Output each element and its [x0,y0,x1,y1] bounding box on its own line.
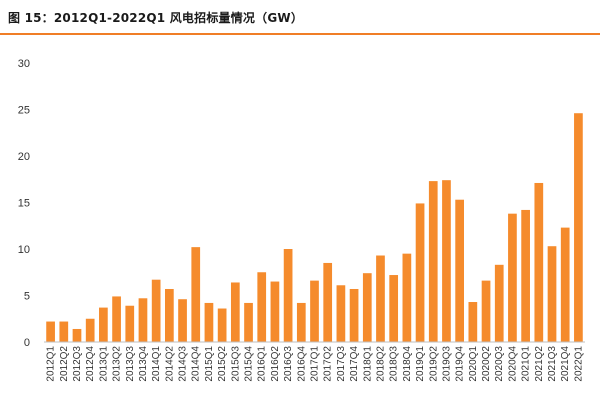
x-tick-label: 2017Q3 [336,346,347,382]
x-tick-label: 2021Q3 [547,346,558,382]
bar [455,199,464,342]
title-underline [0,33,600,35]
x-tick-label: 2022Q1 [573,346,584,382]
x-tick-label: 2020Q4 [507,346,518,382]
x-tick-label: 2018Q2 [375,346,386,382]
bar [402,253,412,342]
bar [138,298,148,342]
x-tick-label: 2018Q3 [389,346,400,382]
x-tick-label: 2014Q2 [164,346,175,382]
x-tick-label: 2016Q3 [283,346,294,382]
x-tick-label: 2013Q4 [138,346,149,382]
bar [46,321,55,342]
y-tick-label: 15 [18,198,30,210]
bar [85,318,95,342]
x-tick-label: 2015Q2 [217,346,228,382]
x-tick-label: 2015Q4 [244,346,255,382]
x-tick-label: 2014Q4 [191,346,202,382]
bar [112,296,121,342]
x-tick-label: 2019Q1 [415,346,426,382]
y-tick-label: 5 [24,291,30,303]
bar [296,302,306,342]
bar [534,182,544,342]
bar [442,180,451,342]
bar [389,275,399,342]
bar [468,302,478,342]
x-tick-label: 2021Q1 [521,346,532,382]
x-tick-label: 2015Q3 [230,346,241,382]
x-tick-label: 2020Q2 [481,346,492,382]
bar [310,280,319,342]
bar [59,321,69,342]
bar [547,246,557,342]
bar [362,273,372,342]
bar [99,307,108,342]
bar [191,247,201,342]
bar [151,279,161,342]
y-tick-label: 0 [24,337,30,349]
x-tick-label: 2016Q1 [257,346,268,382]
y-tick-label: 25 [18,105,30,117]
bar [125,305,135,342]
x-tick-label: 2016Q2 [270,346,281,382]
x-tick-label: 2012Q3 [72,346,83,382]
bar [283,249,293,342]
x-tick-label: 2019Q4 [455,346,466,382]
x-tick-label: 2012Q1 [46,346,57,382]
bar [270,281,280,342]
x-tick-label: 2020Q3 [494,346,505,382]
x-tick-label: 2017Q2 [323,346,334,382]
bar [521,209,530,342]
y-tick-label: 10 [18,244,30,256]
x-tick-label: 2016Q4 [296,346,307,382]
x-tick-label: 2021Q4 [560,346,571,382]
bar [336,285,346,342]
bar [349,288,359,342]
x-tick-label: 2013Q2 [112,346,123,382]
bar [415,203,425,342]
x-tick-label: 2018Q4 [402,346,413,382]
x-tick-label: 2013Q3 [125,346,136,382]
x-tick-label: 2013Q1 [98,346,109,382]
bar [165,288,174,342]
x-tick-label: 2019Q2 [428,346,439,382]
bar [178,299,187,342]
x-tick-label: 2018Q1 [362,346,373,382]
bar [508,213,517,342]
x-tick-label: 2019Q3 [441,346,452,382]
chart-title: 图 15：2012Q1-2022Q1 风电招标量情况（GW） [8,11,304,25]
bar [244,302,253,342]
x-tick-label: 2012Q4 [85,346,96,382]
x-tick-label: 2012Q2 [59,346,70,382]
bar [204,302,214,342]
bar [230,282,240,342]
bar [560,227,570,342]
bar [257,272,267,342]
x-tick-label: 2021Q2 [534,346,545,382]
bar [428,181,438,342]
bar [217,308,227,342]
x-tick-label: 2017Q4 [349,346,360,382]
x-tick-label: 2015Q1 [204,346,215,382]
x-tick-label: 2014Q3 [178,346,189,382]
y-tick-label: 20 [18,151,30,163]
x-tick-label: 2017Q1 [310,346,321,382]
x-tick-label: 2014Q1 [151,346,162,382]
y-tick-label: 30 [18,58,30,70]
bar [494,264,504,342]
bar [574,113,583,342]
bar [481,280,491,342]
x-tick-label: 2020Q1 [468,346,479,382]
bar [376,255,385,342]
bar [323,262,333,342]
bar [72,328,82,342]
